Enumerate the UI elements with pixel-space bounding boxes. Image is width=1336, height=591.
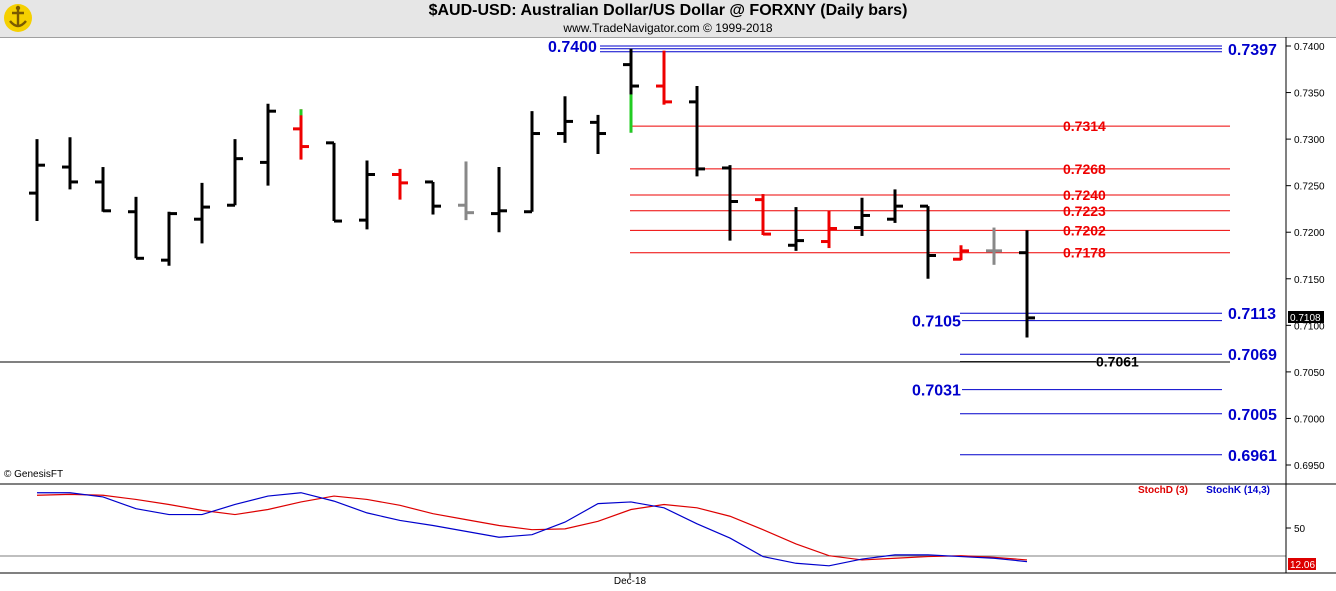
- ohlc-bar: [722, 165, 738, 241]
- ohlc-bar: [161, 211, 177, 266]
- ohlc-bar: [392, 168, 408, 200]
- fib-level-label-red: 0.7268: [1063, 161, 1106, 177]
- price-axis-tick-label: 0.7300: [1294, 135, 1325, 146]
- ohlc-bar: [821, 210, 837, 249]
- ohlc-bar: [326, 141, 342, 223]
- ohlc-bar: [755, 194, 771, 236]
- ohlc-bar: [623, 48, 639, 133]
- ohlc-bar: [920, 204, 936, 279]
- projection-level-label-right: 0.7069: [1228, 347, 1277, 364]
- stoch-axis-tick-label: 50: [1294, 524, 1306, 535]
- projection-level-label-left: 0.7400: [548, 39, 597, 56]
- ship-anchor-logo-icon: [4, 4, 32, 32]
- last-price-label: 0.7108: [1290, 313, 1321, 324]
- ohlc-bar: [194, 182, 210, 244]
- ohlc-bar: [95, 167, 111, 213]
- chart-title-bar: $AUD-USD: Australian Dollar/US Dollar @ …: [0, 0, 1336, 38]
- stoch-series-line: [37, 492, 1028, 567]
- fib-level-label-red: 0.7178: [1063, 245, 1106, 261]
- ohlc-bar: [29, 139, 45, 222]
- legend-stochd: StochD (3): [1138, 485, 1188, 496]
- fib-level-label-red: 0.7314: [1063, 118, 1106, 134]
- price-axis-tick-label: 0.7000: [1294, 414, 1325, 425]
- ohlc-bar: [458, 161, 474, 221]
- projection-level-label-right: 0.7397: [1228, 42, 1277, 59]
- ohlc-bar: [293, 109, 309, 160]
- fib-level-label-red: 0.7240: [1063, 187, 1106, 203]
- ohlc-bar: [359, 160, 375, 230]
- price-axis-tick-label: 0.6950: [1294, 461, 1325, 472]
- ohlc-bar: [887, 189, 903, 223]
- projection-level-label-right: 0.7005: [1228, 407, 1277, 424]
- projection-level-label-right: 0.7113: [1228, 306, 1276, 323]
- price-axis-tick-label: 0.7100: [1294, 321, 1325, 332]
- ohlc-bar: [854, 197, 870, 236]
- fib-level-label-red: 0.7202: [1063, 222, 1106, 238]
- chart-frame: [0, 37, 1336, 578]
- ohlc-bar: [689, 86, 705, 177]
- ohlc-bar: [491, 167, 507, 233]
- x-axis-date-label: Dec-18: [614, 576, 647, 587]
- stoch-last-label: 12.06: [1290, 560, 1315, 571]
- level-label-black: 0.7061: [1096, 354, 1139, 370]
- last-price-box: [1288, 311, 1324, 323]
- projection-level-label-left: 0.7031: [912, 383, 961, 400]
- stochastic-panel: 50: [36, 492, 1306, 567]
- watermark: © GenesisFT: [4, 469, 63, 480]
- ohlc-bar: [557, 96, 573, 143]
- stoch-series-line: [36, 493, 1028, 561]
- ohlc-bar: [788, 207, 804, 251]
- ohlc-bar: [524, 111, 540, 214]
- price-axis-tick-label: 0.7400: [1294, 42, 1325, 53]
- stoch-last-box: [1288, 558, 1316, 570]
- projection-level-label-left: 0.7105: [912, 314, 961, 331]
- price-axis-tick-label: 0.7050: [1294, 368, 1325, 379]
- price-bars: [29, 48, 1035, 338]
- ohlc-bar: [260, 103, 276, 186]
- price-axis-tick-label: 0.7350: [1294, 89, 1325, 100]
- price-axis: 0.7400 0.7350 0.7300 0.7250 0.7200 0.7150 0.71…: [1286, 42, 1325, 472]
- ohlc-bar: [656, 50, 672, 105]
- chart-subtitle: www.TradeNavigator.com © 1999-2018: [563, 21, 773, 35]
- ohlc-bar: [986, 227, 1002, 265]
- ohlc-bar: [425, 180, 441, 215]
- ohlc-bar: [62, 137, 78, 190]
- fib-level-label-red: 0.7223: [1063, 203, 1106, 219]
- price-axis-tick-label: 0.7250: [1294, 182, 1325, 193]
- ohlc-bar: [128, 196, 144, 260]
- ohlc-bar: [227, 139, 243, 207]
- price-axis-tick-label: 0.7150: [1294, 275, 1325, 286]
- ohlc-bar: [1019, 230, 1035, 338]
- projection-level-label-right: 0.6961: [1228, 448, 1277, 465]
- ohlc-bar: [953, 245, 969, 261]
- legend-stochk: StochK (14,3): [1206, 485, 1270, 496]
- ohlc-bar: [590, 114, 606, 155]
- chart-title: $AUD-USD: Australian Dollar/US Dollar @ …: [428, 2, 908, 19]
- price-axis-tick-label: 0.7200: [1294, 228, 1325, 239]
